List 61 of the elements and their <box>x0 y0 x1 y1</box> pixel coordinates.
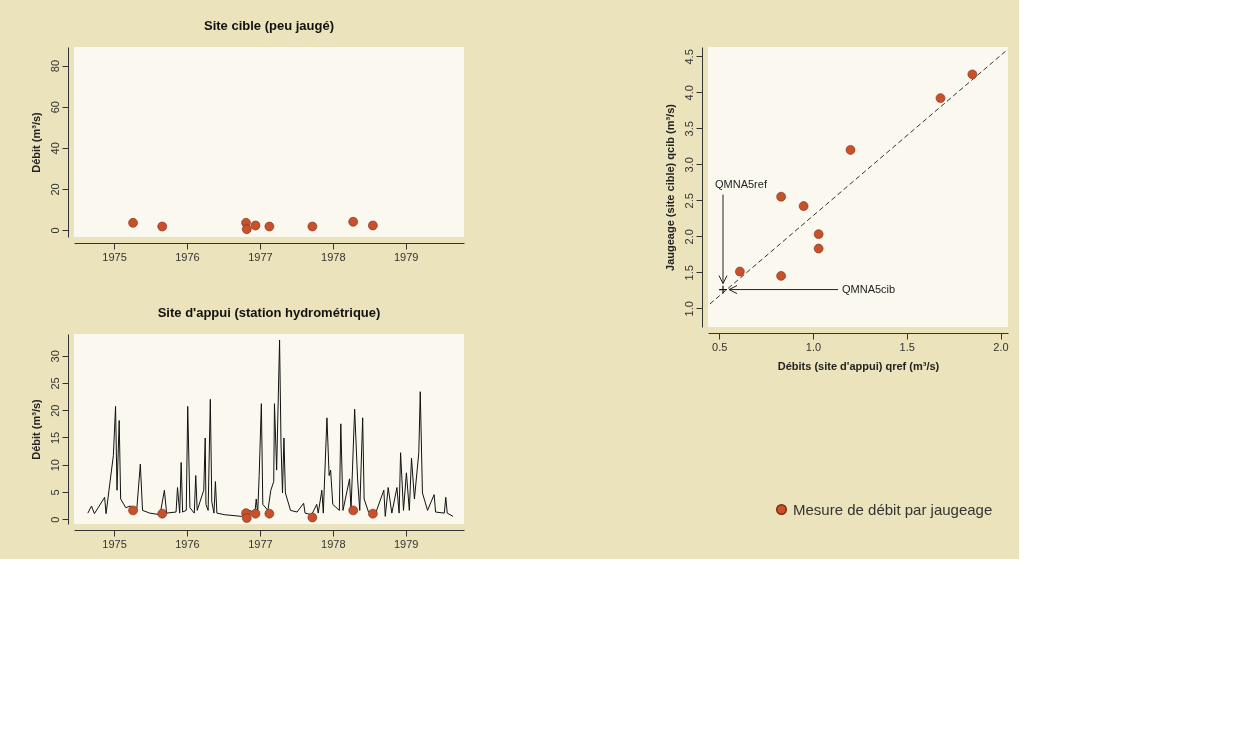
y-axis-title: Jaugeage (site cible) qcib (m³/s) <box>663 103 676 271</box>
y-tick-label: 0 <box>48 227 61 234</box>
point <box>157 508 167 519</box>
y-tick-label: 1.5 <box>682 265 695 281</box>
x-tick-label: 1978 <box>321 250 346 263</box>
y-tick-label: 3.0 <box>682 157 695 173</box>
point <box>845 145 856 155</box>
x-tick-label: 1976 <box>175 250 200 263</box>
y-tick-label: 1.0 <box>682 301 695 317</box>
y-tick-label: 20 <box>48 404 61 417</box>
y-tick-label: 60 <box>48 101 61 114</box>
y-tick-label: 30 <box>48 350 61 363</box>
annotation: QMNA5ref <box>715 177 768 190</box>
x-tick-label: 1977 <box>248 250 273 263</box>
point <box>776 271 786 281</box>
y-tick-label: 3.5 <box>682 121 695 137</box>
y-tick-label: 4.5 <box>682 49 695 65</box>
y-tick-label: 0 <box>48 516 61 523</box>
point <box>813 229 824 239</box>
y-axis-title: Débit (m³/s) <box>29 398 42 460</box>
y-tick-label: 25 <box>48 377 61 390</box>
point <box>735 266 745 277</box>
point <box>935 93 946 103</box>
point <box>241 513 252 523</box>
y-tick-label: 2.0 <box>682 229 695 245</box>
x-tick-label: 1978 <box>321 537 346 550</box>
point <box>718 285 728 295</box>
x-tick-label: 1979 <box>393 250 419 263</box>
x-tick-label: 1977 <box>248 537 273 550</box>
chart-title: Site d'appui (station hydrométrique) <box>157 305 381 320</box>
point <box>250 508 261 519</box>
legend-label: Mesure de débit par jaugeage <box>793 500 993 518</box>
x-tick-label: 1979 <box>393 537 419 550</box>
annotation: QMNA5cib <box>842 282 896 295</box>
point <box>813 243 824 254</box>
x-tick-label: 2.0 <box>993 340 1009 353</box>
chart-title: Site cible (peu jaugé) <box>203 18 335 33</box>
x-tick-label: 0.5 <box>712 340 728 353</box>
point <box>348 505 358 516</box>
point <box>128 505 138 516</box>
x-tick-label: 1.0 <box>805 340 822 353</box>
x-tick-label: 1.5 <box>899 340 915 353</box>
y-tick-label: 2.5 <box>682 193 695 209</box>
y-tick-label: 40 <box>48 142 61 155</box>
x-tick-label: 1975 <box>102 537 127 550</box>
point <box>967 69 978 80</box>
point <box>798 201 809 211</box>
y-tick-label: 80 <box>48 59 61 73</box>
x-tick-label: 1975 <box>102 250 127 263</box>
point <box>776 191 786 202</box>
y-tick-label: 15 <box>48 431 61 445</box>
x-axis-title: Débits (site d'appui) qref (m³/s) <box>777 359 940 372</box>
point <box>307 512 318 523</box>
y-tick-label: 5 <box>48 489 61 496</box>
y-tick-label: 20 <box>48 183 61 196</box>
y-axis-title: Débit (m³/s) <box>29 111 42 173</box>
x-tick-label: 1976 <box>175 537 200 550</box>
point <box>368 508 378 519</box>
y-tick-label: 4.0 <box>682 85 695 101</box>
y-tick-label: 10 <box>48 459 61 472</box>
point <box>264 508 275 519</box>
